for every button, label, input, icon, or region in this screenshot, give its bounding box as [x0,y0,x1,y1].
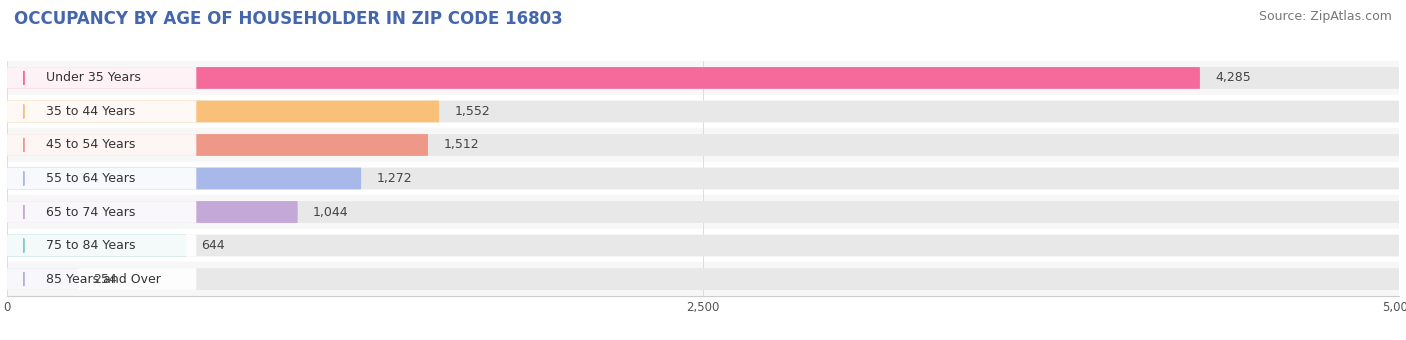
FancyBboxPatch shape [7,235,187,256]
FancyBboxPatch shape [7,168,197,189]
FancyBboxPatch shape [7,101,197,122]
FancyBboxPatch shape [7,101,1399,122]
Text: 35 to 44 Years: 35 to 44 Years [46,105,135,118]
Text: 644: 644 [201,239,225,252]
Text: 1,552: 1,552 [454,105,491,118]
FancyBboxPatch shape [7,235,1399,256]
FancyBboxPatch shape [7,134,427,156]
FancyBboxPatch shape [7,67,1399,89]
Bar [7,229,1399,262]
Bar [7,61,1399,95]
Text: 254: 254 [93,273,117,286]
Text: 45 to 54 Years: 45 to 54 Years [46,138,135,152]
FancyBboxPatch shape [7,67,197,89]
Bar [7,128,1399,162]
Bar [7,195,1399,229]
FancyBboxPatch shape [7,134,197,156]
Text: 1,512: 1,512 [443,138,479,152]
FancyBboxPatch shape [7,268,77,290]
FancyBboxPatch shape [7,268,197,290]
FancyBboxPatch shape [7,168,361,189]
Bar [7,262,1399,296]
FancyBboxPatch shape [7,67,1199,89]
Text: 85 Years and Over: 85 Years and Over [46,273,160,286]
FancyBboxPatch shape [7,201,197,223]
Text: 1,272: 1,272 [377,172,412,185]
FancyBboxPatch shape [7,101,439,122]
Text: 55 to 64 Years: 55 to 64 Years [46,172,135,185]
FancyBboxPatch shape [7,268,1399,290]
Text: 65 to 74 Years: 65 to 74 Years [46,205,135,219]
Text: 75 to 84 Years: 75 to 84 Years [46,239,135,252]
Bar [7,95,1399,128]
FancyBboxPatch shape [7,134,1399,156]
FancyBboxPatch shape [7,201,298,223]
Text: Under 35 Years: Under 35 Years [46,71,141,84]
Text: Source: ZipAtlas.com: Source: ZipAtlas.com [1258,10,1392,23]
Text: OCCUPANCY BY AGE OF HOUSEHOLDER IN ZIP CODE 16803: OCCUPANCY BY AGE OF HOUSEHOLDER IN ZIP C… [14,10,562,28]
FancyBboxPatch shape [7,168,1399,189]
FancyBboxPatch shape [7,201,1399,223]
Text: 4,285: 4,285 [1215,71,1251,84]
FancyBboxPatch shape [7,235,197,256]
Bar [7,162,1399,195]
Text: 1,044: 1,044 [314,205,349,219]
